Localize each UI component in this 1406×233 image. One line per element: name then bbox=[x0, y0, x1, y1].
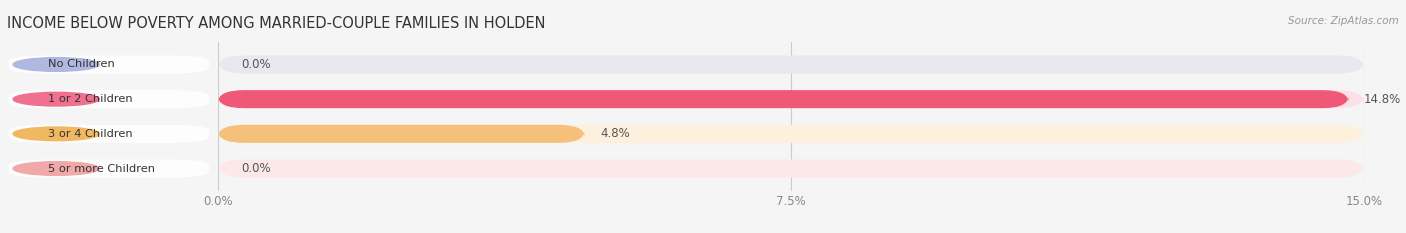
Circle shape bbox=[13, 162, 100, 175]
Text: INCOME BELOW POVERTY AMONG MARRIED-COUPLE FAMILIES IN HOLDEN: INCOME BELOW POVERTY AMONG MARRIED-COUPL… bbox=[7, 16, 546, 31]
Circle shape bbox=[13, 127, 100, 141]
Text: 3 or 4 Children: 3 or 4 Children bbox=[48, 129, 132, 139]
Text: 5 or more Children: 5 or more Children bbox=[48, 164, 155, 174]
FancyBboxPatch shape bbox=[8, 90, 209, 108]
Text: 0.0%: 0.0% bbox=[240, 162, 270, 175]
Circle shape bbox=[13, 92, 100, 106]
FancyBboxPatch shape bbox=[218, 90, 1364, 108]
FancyBboxPatch shape bbox=[218, 160, 1364, 178]
FancyBboxPatch shape bbox=[8, 55, 209, 73]
FancyBboxPatch shape bbox=[218, 55, 1364, 73]
FancyBboxPatch shape bbox=[218, 125, 585, 143]
FancyBboxPatch shape bbox=[8, 160, 209, 178]
FancyBboxPatch shape bbox=[218, 90, 1348, 108]
Text: 0.0%: 0.0% bbox=[240, 58, 270, 71]
Text: 4.8%: 4.8% bbox=[600, 127, 630, 140]
Text: No Children: No Children bbox=[48, 59, 115, 69]
FancyBboxPatch shape bbox=[8, 125, 209, 143]
Text: Source: ZipAtlas.com: Source: ZipAtlas.com bbox=[1288, 16, 1399, 26]
Text: 14.8%: 14.8% bbox=[1364, 93, 1400, 106]
Text: 1 or 2 Children: 1 or 2 Children bbox=[48, 94, 132, 104]
Circle shape bbox=[13, 58, 100, 71]
FancyBboxPatch shape bbox=[218, 125, 1364, 143]
